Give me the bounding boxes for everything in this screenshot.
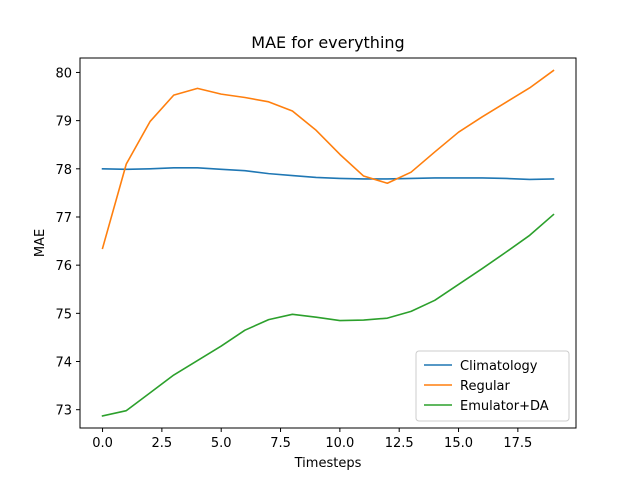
- y-tick-label: 79: [55, 115, 72, 130]
- x-tick-label: 7.5: [270, 436, 291, 451]
- legend-entry: Climatology: [460, 359, 538, 374]
- series-line-emulator-da: [101, 213, 555, 417]
- y-tick-label: 80: [55, 66, 72, 81]
- y-tick-label: 78: [55, 163, 72, 178]
- legend-entry: Emulator+DA: [460, 399, 549, 414]
- chart-title: MAE for everything: [251, 33, 404, 52]
- y-axis-label: MAE: [33, 229, 48, 257]
- x-tick-label: 2.5: [152, 436, 173, 451]
- y-axis: 73 74 75 76 77 78 79 80: [55, 66, 80, 419]
- legend-entry: Regular: [460, 379, 511, 394]
- y-tick-label: 74: [55, 356, 72, 371]
- x-axis: 0.0 2.5 5.0 7.5 10.0 12.5 15.0 17.5: [92, 428, 532, 451]
- plot-area: [101, 69, 555, 417]
- x-tick-label: 15.0: [444, 436, 473, 451]
- x-tick-label: 17.5: [503, 436, 532, 451]
- legend-box: [415, 350, 570, 422]
- series-line-regular: [101, 69, 555, 250]
- series-line-climatology: [101, 167, 555, 181]
- legend: Climatology Regular Emulator+DA: [415, 350, 570, 422]
- x-axis-label: Timesteps: [294, 456, 362, 471]
- y-tick-label: 73: [55, 404, 72, 419]
- plot-frame: [79, 57, 577, 429]
- y-tick-label: 75: [55, 307, 72, 322]
- x-tick-label: 10.0: [325, 436, 354, 451]
- x-tick-label: 5.0: [211, 436, 232, 451]
- y-tick-label: 76: [55, 259, 72, 274]
- x-tick-label: 0.0: [92, 436, 113, 451]
- x-tick-label: 12.5: [385, 436, 414, 451]
- y-tick-label: 77: [55, 211, 72, 226]
